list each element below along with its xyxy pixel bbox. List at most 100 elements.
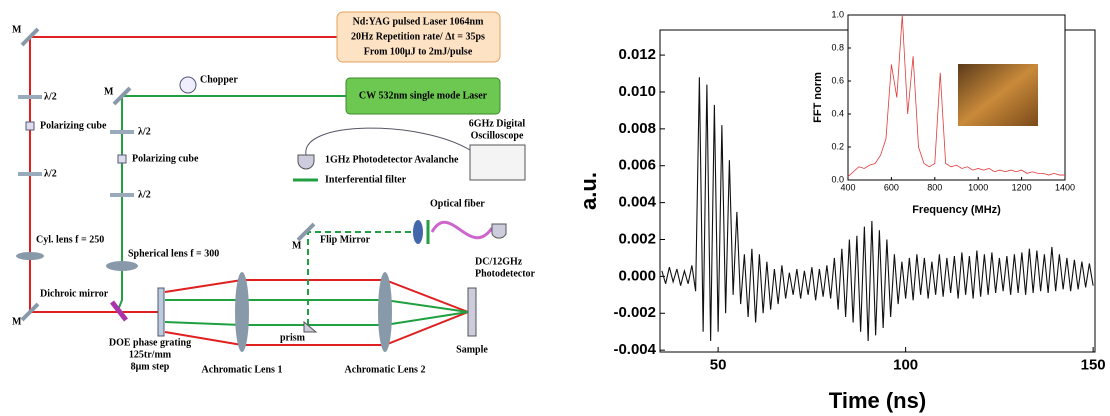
waveplate — [110, 130, 134, 134]
y-axis-label: FFT norm — [812, 72, 824, 123]
dichroic-mirror — [110, 300, 128, 322]
sample — [467, 287, 477, 337]
x-axis-label: Frequency (MHz) — [912, 204, 1001, 216]
label: M — [292, 240, 302, 251]
x-tick-label: 1000 — [968, 182, 988, 192]
cyl-lens — [16, 252, 44, 260]
inset-photo — [958, 64, 1038, 126]
mirror — [20, 302, 40, 322]
spherical-lens — [106, 261, 138, 271]
y-tick-label: 0.006 — [618, 157, 656, 174]
optical-fiber — [430, 220, 494, 240]
y-tick-label: 0.4 — [831, 108, 844, 118]
x-tick-label: 800 — [927, 182, 942, 192]
label: M — [12, 24, 22, 35]
waveplate — [18, 172, 42, 176]
series-line — [661, 77, 1094, 341]
y-tick-label: 0.008 — [618, 120, 656, 137]
label: CW 532nm single mode Laser — [359, 90, 488, 101]
mirror — [20, 27, 40, 47]
charts: -0.004 -0.002 0.000 0.002 0.004 0.006 0.008 0.0… — [576, 9, 1106, 412]
label: 125tr/mm — [129, 349, 172, 360]
label: Achromatic Lens 1 — [202, 364, 283, 375]
oscilloscope — [469, 144, 526, 181]
polarizing-cube — [25, 121, 35, 131]
label: λ/2 — [138, 126, 151, 137]
waveplate — [18, 95, 42, 99]
green-beam — [164, 299, 469, 326]
label: DC/12GHz — [475, 256, 523, 267]
label: 8μm step — [131, 361, 170, 372]
waveplate — [110, 193, 134, 197]
label: Sample — [456, 344, 488, 355]
y-tick-label: 0.012 — [618, 46, 656, 63]
inset-frame — [847, 14, 1066, 181]
mirror — [112, 86, 132, 106]
label: 6GHz Digital — [469, 118, 526, 129]
label: Oscilloscope — [471, 130, 524, 141]
grating — [157, 287, 165, 337]
y-tick-label: 0.010 — [618, 83, 656, 100]
label: Nd:YAG pulsed Laser 1064nm — [353, 16, 485, 27]
coupler-lens — [413, 220, 423, 244]
red-beam — [164, 279, 471, 346]
setup-diagram: Nd:YAG pulsed Laser 1064nm 20Hz Repetiti… — [12, 11, 536, 375]
x-tick-label: 150 — [1081, 356, 1106, 373]
cable — [305, 127, 471, 156]
y-tick-label: 0.002 — [618, 230, 656, 247]
green-beam — [117, 95, 346, 311]
polarizing-cube — [117, 154, 127, 164]
x-tick-label: 50 — [710, 356, 727, 373]
label: M — [104, 86, 114, 97]
x-axis-label: Time (ns) — [829, 388, 926, 413]
label: Cyl. lens f = 250 — [36, 234, 104, 245]
label: Chopper — [200, 74, 238, 85]
y-tick-label: 0.004 — [618, 194, 656, 211]
label: Dichroic mirror — [40, 288, 109, 299]
label: λ/2 — [44, 91, 57, 102]
x-tick-label: 1400 — [1055, 182, 1075, 192]
label: 1GHz Photodetector Avalanche — [325, 154, 459, 165]
dashed-beam — [307, 231, 415, 325]
prism — [303, 320, 318, 333]
label: λ/2 — [44, 168, 57, 179]
label: Flip Mirror — [320, 234, 371, 245]
label: prism — [280, 332, 306, 343]
x-tick-label: 100 — [893, 356, 918, 373]
x-tick-label: 1200 — [1012, 182, 1032, 192]
y-tick-label: 0.000 — [618, 267, 656, 284]
label: Polarizing cube — [40, 120, 107, 131]
y-tick-label: 1.0 — [831, 9, 844, 19]
y-tick-label: 0.0 — [831, 174, 844, 184]
y-tick-label: 0.6 — [831, 75, 844, 85]
photodetector — [491, 223, 507, 239]
label: Achromatic Lens 2 — [345, 364, 426, 375]
lens — [235, 272, 249, 352]
y-tick-label: -0.002 — [613, 304, 656, 321]
series-line — [847, 14, 1065, 177]
y-tick-label: 0.2 — [831, 141, 844, 151]
label: M — [12, 316, 22, 327]
x-tick-label: 400 — [840, 182, 855, 192]
y-tick-label: -0.004 — [613, 341, 656, 358]
label: Polarizing cube — [132, 153, 199, 164]
label: Optical fiber — [430, 198, 485, 209]
label: Photodetector — [475, 268, 536, 279]
label: Interferential filter — [325, 174, 407, 185]
label: 20Hz Repetition rate/ Δt = 35ps — [351, 31, 485, 42]
label: Spherical lens f = 300 — [128, 248, 219, 259]
y-tick-label: 0.8 — [831, 42, 844, 52]
x-tick-label: 600 — [884, 182, 899, 192]
y-axis-label: a.u. — [576, 172, 601, 210]
chopper — [179, 76, 197, 94]
label: λ/2 — [138, 189, 151, 200]
yag-laser — [336, 11, 501, 63]
lens — [378, 272, 392, 352]
flip-mirror — [296, 222, 316, 242]
label: DOE phase grating — [109, 337, 191, 348]
cw-laser — [345, 77, 501, 115]
label: From 100μJ to 2mJ/pulse — [364, 46, 473, 57]
apd — [297, 154, 315, 170]
